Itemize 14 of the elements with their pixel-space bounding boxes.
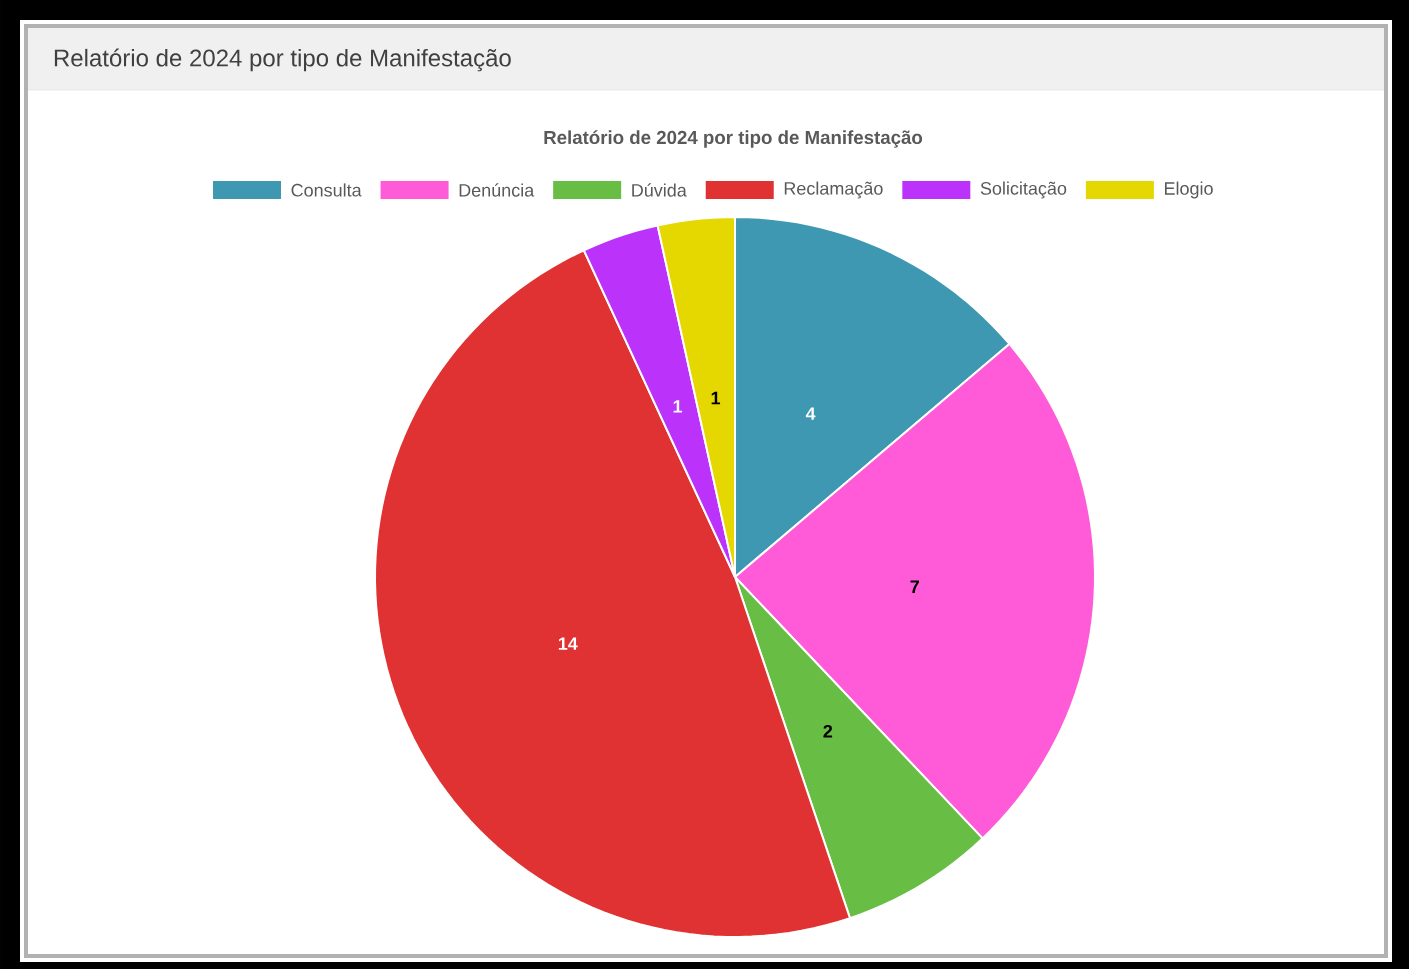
data-label: 14 <box>558 637 578 650</box>
data-label: 1 <box>673 400 683 413</box>
legend-label: Denúncia <box>459 183 535 197</box>
data-label: 7 <box>910 580 919 593</box>
data-label: 2 <box>823 724 833 738</box>
data-label: 1 <box>711 391 721 405</box>
chart-title: Relatório de 2024 por tipo de Manifestação <box>54 48 511 72</box>
legend-label: Dúvida <box>632 183 687 197</box>
legend-label: Elogio <box>1164 181 1213 199</box>
data-label: 4 <box>805 407 816 420</box>
legend-label: Solicitação <box>980 181 1067 199</box>
chart-subtitle: Relatório de 2024 por tipo de Manifestação <box>544 130 923 148</box>
legend-label: Consulta <box>291 183 362 197</box>
legend-label: Reclamação <box>784 181 883 199</box>
